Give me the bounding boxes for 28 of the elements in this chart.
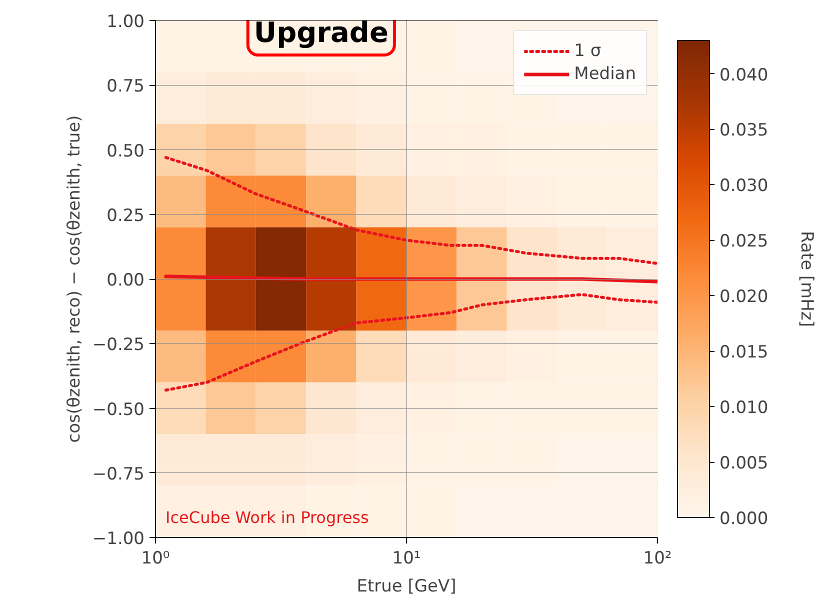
y-tick-label: −0.50 bbox=[92, 400, 145, 420]
y-tick-label: 0.75 bbox=[106, 76, 145, 97]
legend-label: 1 σ bbox=[574, 41, 602, 61]
color-bar-label: 0.000 bbox=[720, 509, 768, 529]
y-tick-label: 0.25 bbox=[106, 206, 145, 226]
x-tick-label: 10¹ bbox=[392, 548, 421, 568]
color-bar-label: 0.025 bbox=[720, 232, 768, 252]
color-bar-label: 0.020 bbox=[720, 287, 768, 308]
x-tick-label: 10⁰ bbox=[141, 548, 170, 568]
color-bar-label: 0.035 bbox=[720, 120, 768, 141]
y-tick-label: −0.75 bbox=[92, 464, 145, 484]
color-bar-label: 0.010 bbox=[720, 398, 768, 418]
color-bar-label: 0.005 bbox=[720, 454, 768, 474]
annotation: Upgrade bbox=[254, 16, 388, 49]
y-axis-title: cos(θzenith, reco) − cos(θzenith, true) bbox=[64, 115, 84, 443]
color-bar-title: Rate [mHz] bbox=[796, 231, 816, 327]
color-bar-label: 0.030 bbox=[720, 176, 768, 196]
color-bar-label: 0.015 bbox=[720, 342, 768, 363]
y-tick-label: 0.00 bbox=[106, 270, 145, 290]
y-tick-label: −0.25 bbox=[92, 335, 145, 356]
y-tick-label: −1.00 bbox=[92, 529, 145, 549]
y-tick-label: 0.50 bbox=[106, 141, 145, 162]
x-axis-title: Etrue [GeV] bbox=[356, 576, 456, 596]
legend-label: Median bbox=[574, 64, 636, 84]
y-tick-label: 1.00 bbox=[106, 12, 145, 32]
color-bar-label: 0.040 bbox=[720, 65, 768, 86]
x-tick-label: 10² bbox=[643, 548, 672, 568]
annotation: IceCube Work in Progress bbox=[166, 508, 369, 528]
